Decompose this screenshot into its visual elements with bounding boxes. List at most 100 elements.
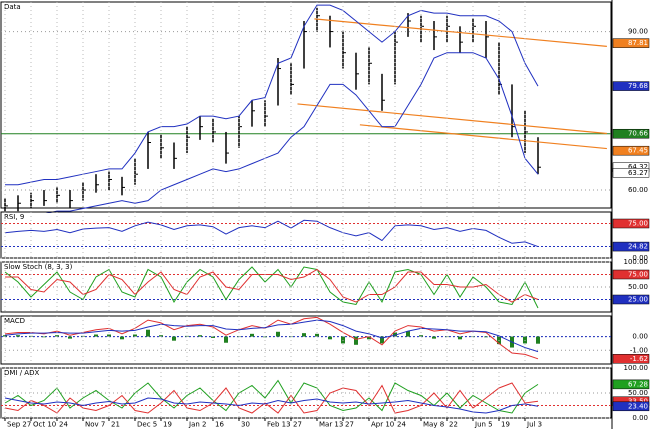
price-label-box (612, 168, 650, 178)
price-label-box (612, 294, 650, 305)
price-label: 25.00 (628, 296, 648, 304)
panel-title-bg (2, 369, 72, 377)
panel-title: Data (4, 3, 21, 11)
panel-title-bg (2, 263, 72, 271)
price-label-box (612, 269, 650, 280)
x-tick-label: Feb 13 (267, 421, 291, 429)
y-tick-label: -1.00 (630, 346, 648, 354)
histogram-bar (406, 331, 410, 337)
histogram-bar (380, 336, 384, 344)
panel-title: RSI, 9 (4, 213, 24, 221)
price-label: 70.66 (628, 130, 649, 138)
y-tick-label: 60.00 (628, 186, 648, 194)
series-line (4, 379, 539, 414)
price-label-box (612, 401, 650, 412)
panel-title-bg (2, 317, 72, 325)
histogram-bar (536, 336, 540, 344)
histogram-bar (133, 334, 137, 337)
price-label-box (612, 379, 650, 390)
price-label: 67.45 (628, 147, 648, 155)
x-tick-label: Oct 10 (33, 421, 56, 429)
price-label-box (612, 38, 650, 48)
x-tick-label: 24 (397, 421, 406, 429)
price-label: 87.81 (628, 39, 648, 47)
histogram-bar (94, 334, 98, 337)
histogram-bar (276, 331, 280, 337)
series-line (4, 397, 539, 414)
price-label-box (612, 128, 650, 139)
trendline (297, 103, 607, 135)
series-line (4, 266, 539, 309)
price-label-box (612, 354, 650, 364)
y-tick-label: 50.00 (628, 283, 648, 291)
price-label: -1.62 (630, 355, 648, 363)
panel-title: DMI / ADX (4, 369, 39, 377)
series-line (4, 382, 539, 414)
histogram-bar (250, 333, 254, 337)
y-tick-label: 0.00 (632, 414, 648, 422)
panel-title: Slow Stoch (8, 3, 3) (4, 263, 73, 271)
histogram-bar (120, 336, 124, 340)
histogram-bar (55, 335, 59, 337)
histogram-bar (302, 333, 306, 337)
x-tick-label: 30 (241, 421, 250, 429)
histogram-bar (68, 336, 72, 339)
price-label: 75.00 (628, 271, 648, 279)
y-tick-label: 90.00 (628, 28, 648, 36)
panel-frame (0, 1, 612, 209)
x-tick-label: Apr 10 (371, 421, 394, 429)
x-tick-label: 16 (215, 421, 224, 429)
price-label: 64.32 (628, 163, 648, 171)
histogram-bar (159, 335, 163, 337)
histogram-bar (367, 336, 371, 340)
x-tick-label: 22 (449, 421, 458, 429)
x-tick-label: Jan 2 (188, 421, 206, 429)
histogram-bar (198, 335, 202, 337)
series-line (5, 4, 539, 186)
histogram-bar (458, 336, 462, 340)
trendline (314, 18, 607, 47)
price-label: 23.40 (628, 402, 648, 410)
histogram-bar (419, 335, 423, 337)
price-label: 75.00 (628, 220, 648, 228)
x-tick-label: 27 (345, 421, 354, 429)
y-tick-label: 100.00 (624, 364, 649, 372)
x-tick-label: 21 (111, 421, 120, 429)
price-label: 33.50 (628, 397, 648, 405)
histogram-bar (315, 333, 319, 337)
price-label-box (612, 81, 650, 91)
histogram-bar (42, 336, 46, 338)
price-label-box (612, 241, 650, 252)
histogram-bar (146, 329, 150, 337)
histogram-bar (432, 336, 436, 339)
x-tick-label: 24 (59, 421, 68, 429)
series-line (5, 52, 539, 217)
panel-frame (0, 315, 612, 365)
x-tick-label: Mar 13 (319, 421, 343, 429)
panel-title-bg (2, 3, 72, 11)
panel-title: MACD (4, 317, 25, 325)
price-label-box (612, 218, 650, 229)
histogram-bar (211, 336, 215, 338)
y-tick-label: 0.00 (632, 254, 648, 262)
panel-title-bg (2, 213, 72, 221)
price-label: 63.27 (628, 169, 648, 177)
histogram-bar (354, 336, 358, 345)
histogram-bar (484, 336, 488, 338)
series-line (5, 268, 539, 303)
y-tick-label: 100.00 (624, 258, 649, 266)
price-label: 79.68 (628, 82, 648, 90)
histogram-bar (224, 336, 228, 343)
histogram-bar (393, 332, 397, 337)
price-label-box (612, 145, 650, 156)
histogram-bar (107, 334, 111, 337)
x-tick-label: 19 (163, 421, 172, 429)
x-tick-label: Jul 3 (526, 421, 542, 429)
x-tick-label: 19 (501, 421, 510, 429)
histogram-bar (328, 336, 332, 340)
y-tick-label: 50.00 (628, 389, 648, 397)
histogram-bar (3, 335, 7, 337)
series-line (4, 319, 539, 353)
